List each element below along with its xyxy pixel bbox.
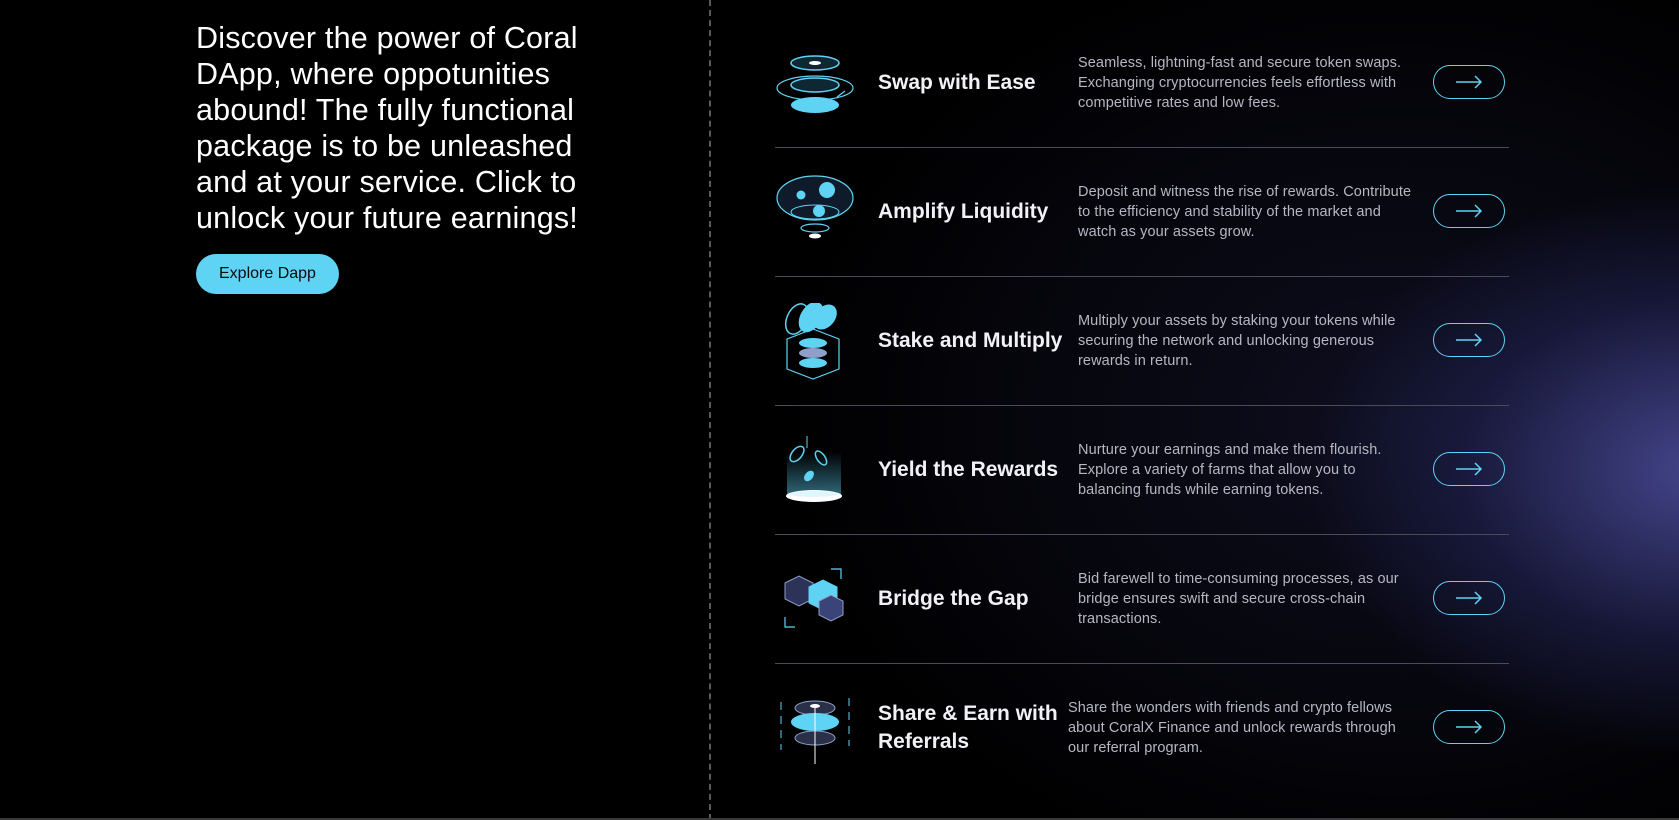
feature-arrow-button[interactable] xyxy=(1433,323,1505,357)
feature-row-referrals: Share & Earn with Referrals Share the wo… xyxy=(775,664,1509,792)
bottom-border xyxy=(0,818,1679,820)
feature-title: Amplify Liquidity xyxy=(878,200,1049,223)
liquidity-funnel-icon xyxy=(775,174,855,254)
feature-row-yield: Yield the Rewards Nurture your earnings … xyxy=(775,406,1509,535)
arrow-right-icon xyxy=(1456,333,1483,347)
feature-title: Swap with Ease xyxy=(878,71,1036,94)
arrow-right-icon xyxy=(1456,591,1483,605)
feature-description: Nurture your earnings and make them flou… xyxy=(1078,442,1382,498)
feature-list: Swap with Ease Seamless, lightning-fast … xyxy=(775,19,1509,792)
feature-description: Bid farewell to time-consuming processes… xyxy=(1078,571,1399,627)
feature-row-stake: Stake and Multiply Multiply your assets … xyxy=(775,277,1509,406)
swap-coins-icon xyxy=(775,45,855,125)
hero-section: Discover the power of Coral DApp, where … xyxy=(196,20,616,294)
feature-description: Deposit and witness the rise of rewards.… xyxy=(1078,184,1412,240)
arrow-right-icon xyxy=(1456,462,1483,476)
feature-arrow-button[interactable] xyxy=(1433,581,1505,615)
feature-arrow-button[interactable] xyxy=(1433,194,1505,228)
feature-description: Multiply your assets by staking your tok… xyxy=(1078,313,1396,369)
feature-title: Bridge the Gap xyxy=(878,587,1029,610)
arrow-right-icon xyxy=(1456,720,1483,734)
feature-arrow-button[interactable] xyxy=(1433,65,1505,99)
bridge-cubes-icon xyxy=(775,561,855,641)
feature-title: Yield the Rewards xyxy=(878,458,1059,481)
arrow-right-icon xyxy=(1456,204,1483,218)
hero-text: Discover the power of Coral DApp, where … xyxy=(196,21,578,235)
explore-dapp-button[interactable]: Explore Dapp xyxy=(196,254,339,294)
yield-coins-icon xyxy=(775,432,855,512)
feature-row-bridge: Bridge the Gap Bid farewell to time-cons… xyxy=(775,535,1509,664)
feature-arrow-button[interactable] xyxy=(1433,452,1505,486)
feature-description: Seamless, lightning-fast and secure toke… xyxy=(1078,55,1402,111)
feature-title: Share & Earn with Referrals xyxy=(878,702,1058,753)
feature-description: Share the wonders with friends and crypt… xyxy=(1068,700,1396,756)
feature-arrow-button[interactable] xyxy=(1433,710,1505,744)
feature-row-liquidity: Amplify Liquidity Deposit and witness th… xyxy=(775,148,1509,277)
stake-stack-icon xyxy=(775,301,855,383)
vertical-divider xyxy=(709,0,711,820)
arrow-right-icon xyxy=(1456,75,1483,89)
referral-coins-icon xyxy=(775,690,855,770)
feature-row-swap: Swap with Ease Seamless, lightning-fast … xyxy=(775,19,1509,148)
feature-title: Stake and Multiply xyxy=(878,329,1063,352)
